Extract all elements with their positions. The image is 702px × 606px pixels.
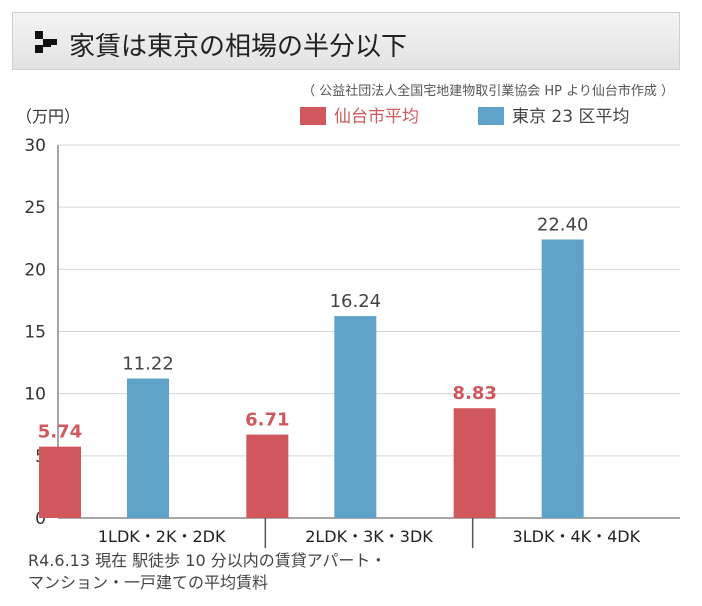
y-tick-label: 25 bbox=[24, 198, 46, 218]
y-tick-label: 0 bbox=[35, 509, 46, 529]
chart-title: 家賃は東京の相場の半分以下 bbox=[69, 32, 408, 62]
data-label-tokyo: 16.24 bbox=[330, 291, 382, 312]
bar-tokyo bbox=[541, 239, 584, 518]
source-note: （ 公益社団法人全国宅地建物取引業協会 HP より仙台市作成 ） bbox=[302, 84, 674, 99]
footnote-line-2: マンション・一戸建ての平均賃料 bbox=[28, 573, 269, 592]
x-tick-label: 3LDK・4K・4DK bbox=[513, 527, 641, 546]
bar-tokyo bbox=[127, 378, 169, 518]
y-unit-label: （万円） bbox=[16, 107, 81, 126]
x-tick-label: 1LDK・2K・2DK bbox=[98, 527, 226, 546]
bar-sendai bbox=[246, 434, 289, 518]
legend-swatch-sendai bbox=[300, 107, 326, 125]
data-label-sendai: 6.71 bbox=[245, 410, 289, 431]
title-bar: 家賃は東京の相場の半分以下 bbox=[12, 12, 680, 70]
y-tick-label: 30 bbox=[24, 136, 46, 156]
bar-sendai bbox=[39, 446, 81, 518]
legend-item-tokyo: 東京 23 区平均 bbox=[478, 102, 629, 127]
data-label-tokyo: 11.22 bbox=[122, 353, 174, 374]
legend-item-sendai: 仙台市平均 bbox=[300, 102, 419, 127]
legend-label-sendai: 仙台市平均 bbox=[334, 107, 419, 127]
footnote: R4.6.13 現在 駅徒歩 10 分以内の賃貸アパート・ マンション・一戸建て… bbox=[28, 550, 386, 594]
y-tick-label: 15 bbox=[24, 323, 46, 343]
data-label-sendai: 5.74 bbox=[38, 422, 82, 443]
footnote-line-1: R4.6.13 現在 駅徒歩 10 分以内の賃貸アパート・ bbox=[28, 551, 387, 570]
data-label-sendai: 8.83 bbox=[452, 383, 496, 404]
bar-tokyo bbox=[334, 316, 377, 518]
checker-icon bbox=[35, 31, 57, 53]
bar-sendai bbox=[453, 408, 496, 518]
x-tick-label: 2LDK・3K・3DK bbox=[305, 527, 433, 546]
y-tick-label: 20 bbox=[24, 260, 46, 280]
data-label-tokyo: 22.40 bbox=[537, 214, 589, 235]
legend-swatch-tokyo bbox=[478, 107, 504, 125]
y-tick-label: 10 bbox=[24, 385, 46, 405]
legend-label-tokyo: 東京 23 区平均 bbox=[512, 107, 630, 127]
